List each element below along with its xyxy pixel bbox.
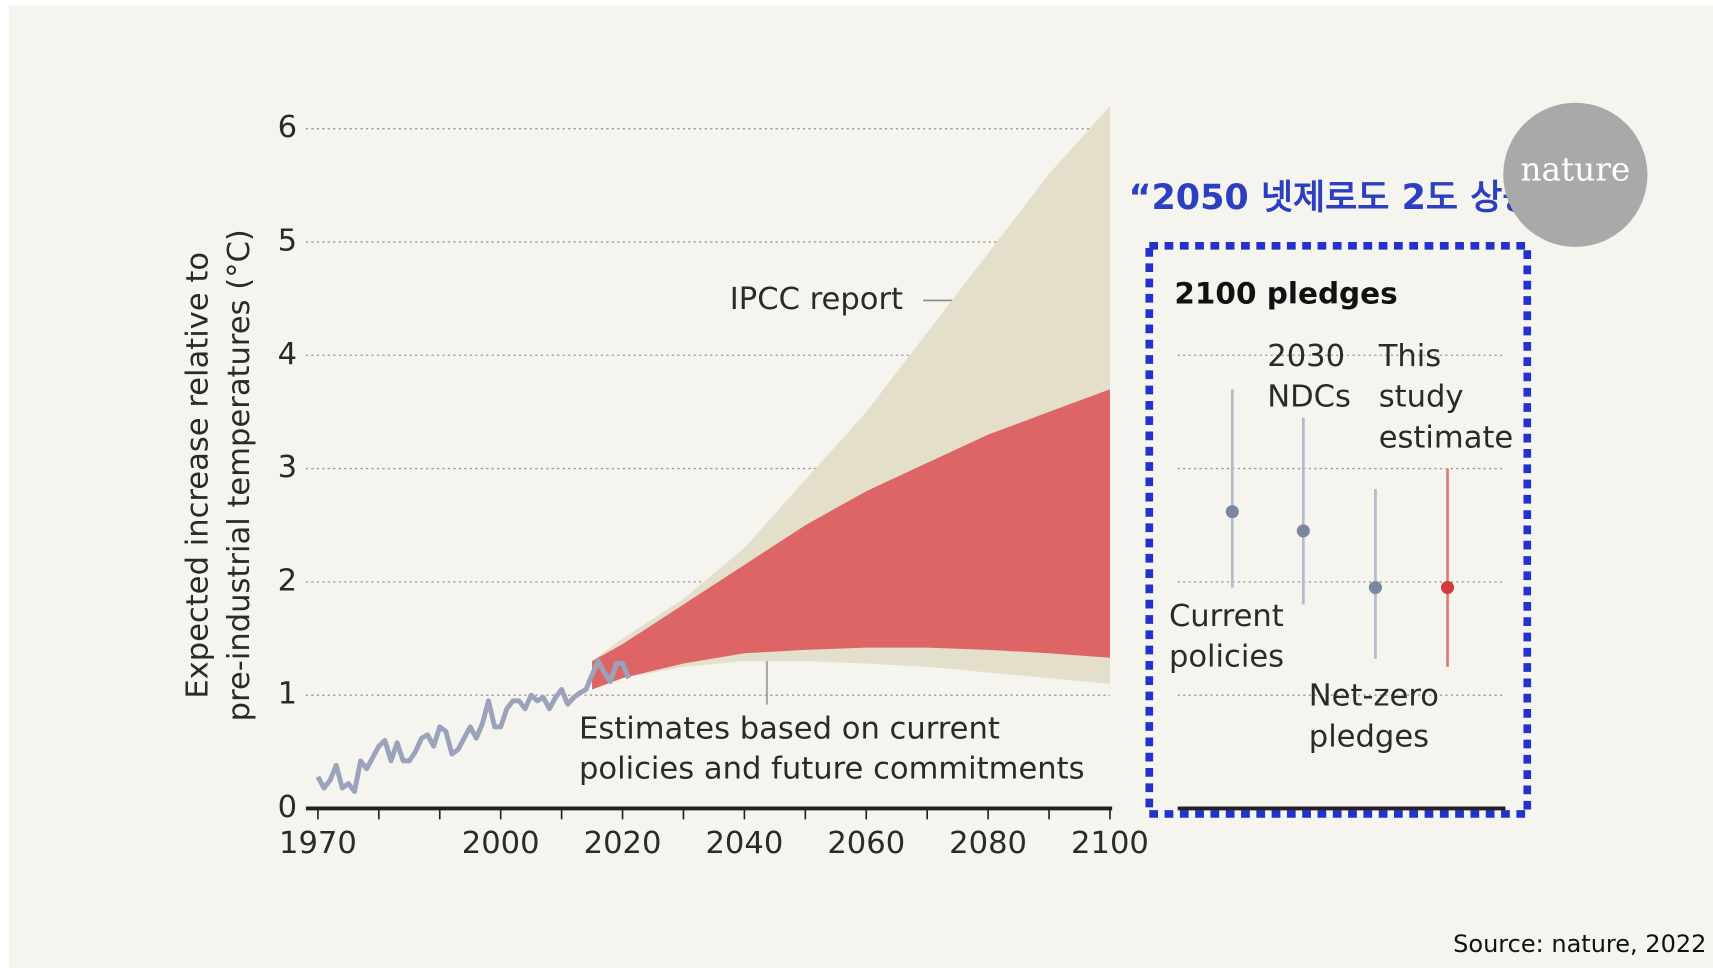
category-label: This [1378,339,1441,374]
category-label: estimate [1379,421,1514,456]
y-tick-label: 6 [278,110,297,145]
x-tick-label: 1970 [279,826,357,861]
highlight-box [1145,242,1532,818]
headline: “2050 넷제로도 2도 상승” [1129,178,1558,218]
category-label: Current [1169,599,1284,634]
band-label: IPCC report [730,282,903,317]
x-tick-label: 2080 [949,826,1027,861]
point-estimate [1440,580,1455,595]
point-estimate [1368,580,1382,595]
x-tick-label: 2040 [705,826,783,861]
x-tick-label: 2100 [1071,826,1149,861]
x-tick-label: 2000 [462,826,540,861]
y-tick-label: 4 [278,337,297,372]
range-band [592,389,1110,690]
y-tick-label: 1 [278,677,297,712]
category-label: Net-zero [1309,679,1439,714]
category-label: NDCs [1267,380,1351,415]
y-tick-label: 5 [278,223,297,258]
y-tick-label: 2 [278,563,297,598]
y-tick-label: 0 [278,790,297,825]
category-label: 2030 [1267,339,1345,374]
y-axis-label: Expected increase relative to [180,252,215,699]
logo-circle [1503,102,1648,247]
point-estimate [1225,505,1239,519]
history-line [315,658,631,794]
logo: nature [1520,151,1630,189]
x-tick-label: 2020 [584,826,662,861]
category-label: study [1379,380,1464,415]
band-label: Estimates based on current [579,711,1000,746]
y-axis-label: pre-industrial temperatures (°C) [222,229,257,721]
category-label: pledges [1309,720,1429,755]
category-label: policies [1169,640,1284,675]
band-label: policies and future commitments [579,752,1085,787]
source: Source: nature, 2022 [1453,930,1706,958]
point-estimate [1296,524,1310,538]
x-tick-label: 2060 [827,826,905,861]
panel-title: 2100 pledges [1174,277,1397,311]
y-tick-label: 3 [278,450,297,485]
